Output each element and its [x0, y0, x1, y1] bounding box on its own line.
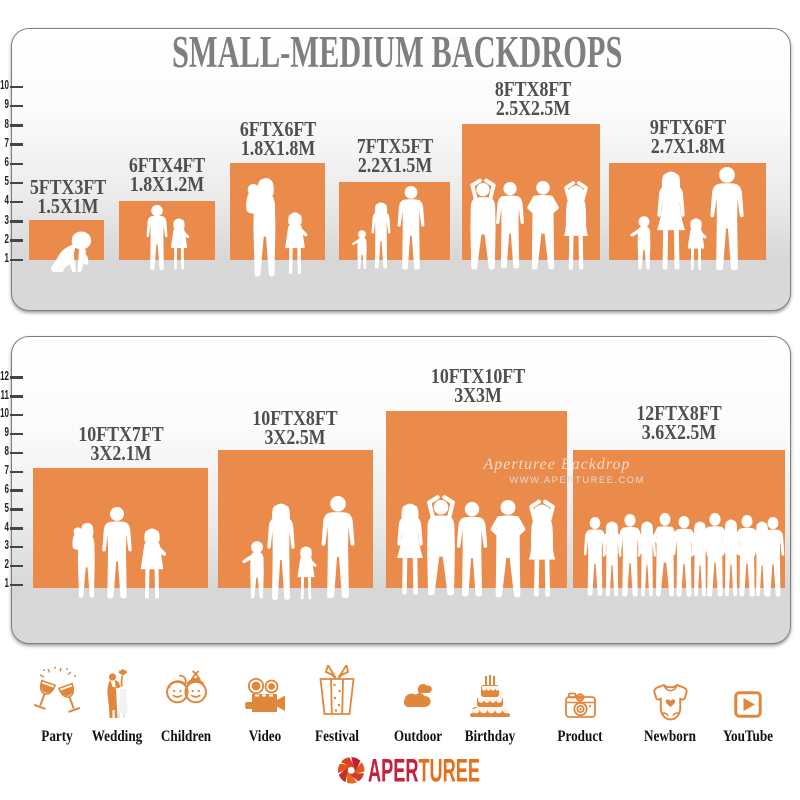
svg-text:APERTUREE: APERTUREE	[368, 753, 480, 789]
